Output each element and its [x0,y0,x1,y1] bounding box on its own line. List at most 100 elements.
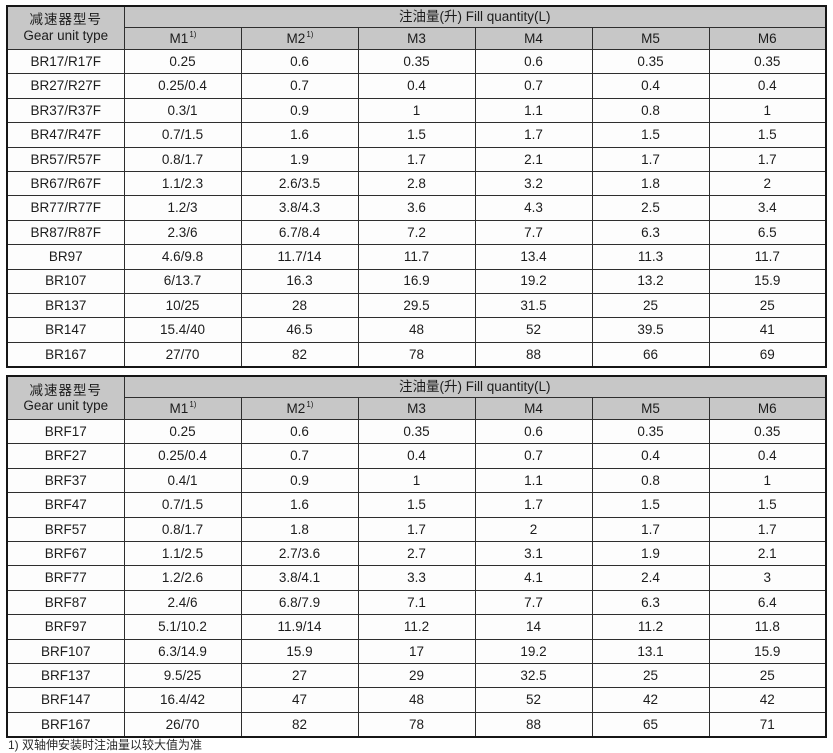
fill-quantity-cell: 7.7 [474,219,593,246]
fill-quantity-cell: 13.2 [591,268,710,294]
fill-quantity-cell: 13.4 [474,244,593,270]
fill-quantity-cell: 9.5/25 [123,662,242,689]
fill-quantity-cell: 7.2 [357,219,476,246]
table-row: BRF97 5.1/10.2 11.9/14 11.2 14 11.2 11.8 [6,614,827,640]
fill-quantity-cell: 0.9 [240,97,359,124]
column-header-m1: M11) [123,27,242,50]
fill-quantity-cell: 3.6 [357,195,476,221]
fill-quantity-cell: 15.9 [240,638,359,664]
fill-quantity-cell: 6.3 [591,219,710,246]
fill-quantity-cell: 0.4 [708,73,827,99]
table-row: BR67/R67F 1.1/2.3 2.6/3.5 2.8 3.2 1.8 2 [6,170,827,197]
fill-quantity-cell: 6.5 [708,219,827,246]
fill-quantity-cell: 48 [357,317,476,343]
fill-quantity-cell: 0.35 [708,419,827,445]
brf-series-fill-quantity-table: 减速器型号 Gear unit type 注油量(升) Fill quantit… [6,375,827,739]
column-header-m5: M5 [591,397,710,421]
fill-quantity-cell: 2.6/3.5 [240,170,359,197]
column-header-m2: M21) [240,27,359,50]
fill-quantity-cell: 1.7 [708,146,827,172]
fill-quantity-cell: 69 [708,341,827,368]
fill-quantity-cell: 11.7 [708,244,827,270]
fill-quantity-cell: 2.8 [357,170,476,197]
gear-unit-type-cell: BR27/R27F [6,73,125,99]
gear-unit-type-cell: BRF87 [6,589,125,616]
fill-quantity-cell: 4.3 [474,195,593,221]
fill-quantity-cell: 39.5 [591,317,710,343]
fill-quantity-cell: 2 [474,516,593,543]
fill-quantity-cell: 1.7 [708,516,827,543]
fill-quantity-cell: 71 [708,711,827,738]
fill-quantity-cell: 0.8/1.7 [123,146,242,172]
fill-quantity-cell: 2.7/3.6 [240,541,359,567]
table-row: BR77/R77F 1.2/3 3.8/4.3 3.6 4.3 2.5 3.4 [6,195,827,221]
fill-quantity-cell: 1.7 [474,492,593,518]
fill-quantity-cell: 48 [357,687,476,713]
fill-quantity-cell: 0.25 [123,419,242,445]
fill-quantity-cell: 25 [591,292,710,319]
fill-quantity-cell: 1 [708,467,827,494]
fill-quantity-cell: 0.25/0.4 [123,73,242,99]
fill-quantity-cell: 6/13.7 [123,268,242,294]
fill-quantity-cell: 2.3/6 [123,219,242,246]
fill-quantity-header: 注油量(升) Fill quantity(L) [123,375,827,399]
table-row: BR137 10/25 28 29.5 31.5 25 25 [6,292,827,319]
column-header-m4: M4 [474,27,593,50]
fill-quantity-cell: 0.7/1.5 [123,122,242,148]
fill-quantity-cell: 11.8 [708,614,827,640]
fill-quantity-cell: 42 [708,687,827,713]
gear-unit-type-cell: BRF67 [6,541,125,567]
fill-quantity-cell: 2.5 [591,195,710,221]
column-header-m1: M11) [123,397,242,421]
fill-quantity-cell: 52 [474,317,593,343]
fill-quantity-header: 注油量(升) Fill quantity(L) [123,5,827,28]
fill-quantity-cell: 1.5 [708,122,827,148]
fill-quantity-cell: 1.7 [357,146,476,172]
fill-quantity-cell: 0.7 [474,73,593,99]
gear-unit-type-label-cn: 减速器型号 [29,12,102,28]
fill-quantity-cell: 0.4 [591,73,710,99]
fill-quantity-cell: 5.1/10.2 [123,614,242,640]
fill-quantity-cell: 4.6/9.8 [123,244,242,270]
fill-quantity-cell: 0.4 [357,443,476,469]
fill-quantity-cell: 0.6 [240,419,359,445]
fill-quantity-cell: 1.5 [591,492,710,518]
fill-quantity-cell: 88 [474,711,593,738]
table-row: BR147 15.4/40 46.5 48 52 39.5 41 [6,317,827,343]
gear-unit-type-cell: BR87/R87F [6,219,125,246]
fill-quantity-cell: 2.4 [591,565,710,591]
fill-quantity-cell: 3.3 [357,565,476,591]
fill-quantity-cell: 11.3 [591,244,710,270]
table-body: BR17/R17F 0.25 0.6 0.35 0.6 0.35 0.35 BR27/R27F… [6,48,827,368]
fill-quantity-cell: 3 [708,565,827,591]
fill-quantity-cell: 47 [240,687,359,713]
gear-unit-type-cell: BRF167 [6,711,125,738]
fill-quantity-cell: 27 [240,662,359,689]
fill-quantity-cell: 0.35 [357,48,476,75]
table-row: BRF77 1.2/2.6 3.8/4.1 3.3 4.1 2.4 3 [6,565,827,591]
column-header-m2: M21) [240,397,359,421]
fill-quantity-cell: 14 [474,614,593,640]
fill-quantity-cell: 11.9/14 [240,614,359,640]
fill-quantity-cell: 26/70 [123,711,242,738]
fill-quantity-cell: 78 [357,711,476,738]
gear-unit-type-cell: BR77/R77F [6,195,125,221]
fill-quantity-cell: 3.4 [708,195,827,221]
table-row: BR47/R47F 0.7/1.5 1.6 1.5 1.7 1.5 1.5 [6,122,827,148]
fill-quantity-cell: 1.6 [240,122,359,148]
fill-quantity-cell: 16.9 [357,268,476,294]
gear-unit-type-cell: BRF27 [6,443,125,469]
gear-unit-type-cell: BR147 [6,317,125,343]
fill-quantity-cell: 82 [240,711,359,738]
table-row: BR27/R27F 0.25/0.4 0.7 0.4 0.7 0.4 0.4 [6,73,827,99]
fill-quantity-cell: 7.1 [357,589,476,616]
gear-unit-type-cell: BRF77 [6,565,125,591]
fill-quantity-cell: 1.1/2.5 [123,541,242,567]
fill-quantity-cell: 2.1 [708,541,827,567]
gear-unit-type-cell: BR167 [6,341,125,368]
fill-quantity-cell: 2 [708,170,827,197]
table-body: BRF17 0.25 0.6 0.35 0.6 0.35 0.35 BRF27 0.25/0.4… [6,419,827,738]
gear-unit-type-cell: BRF47 [6,492,125,518]
fill-quantity-cell: 42 [591,687,710,713]
fill-quantity-cell: 2.4/6 [123,589,242,616]
